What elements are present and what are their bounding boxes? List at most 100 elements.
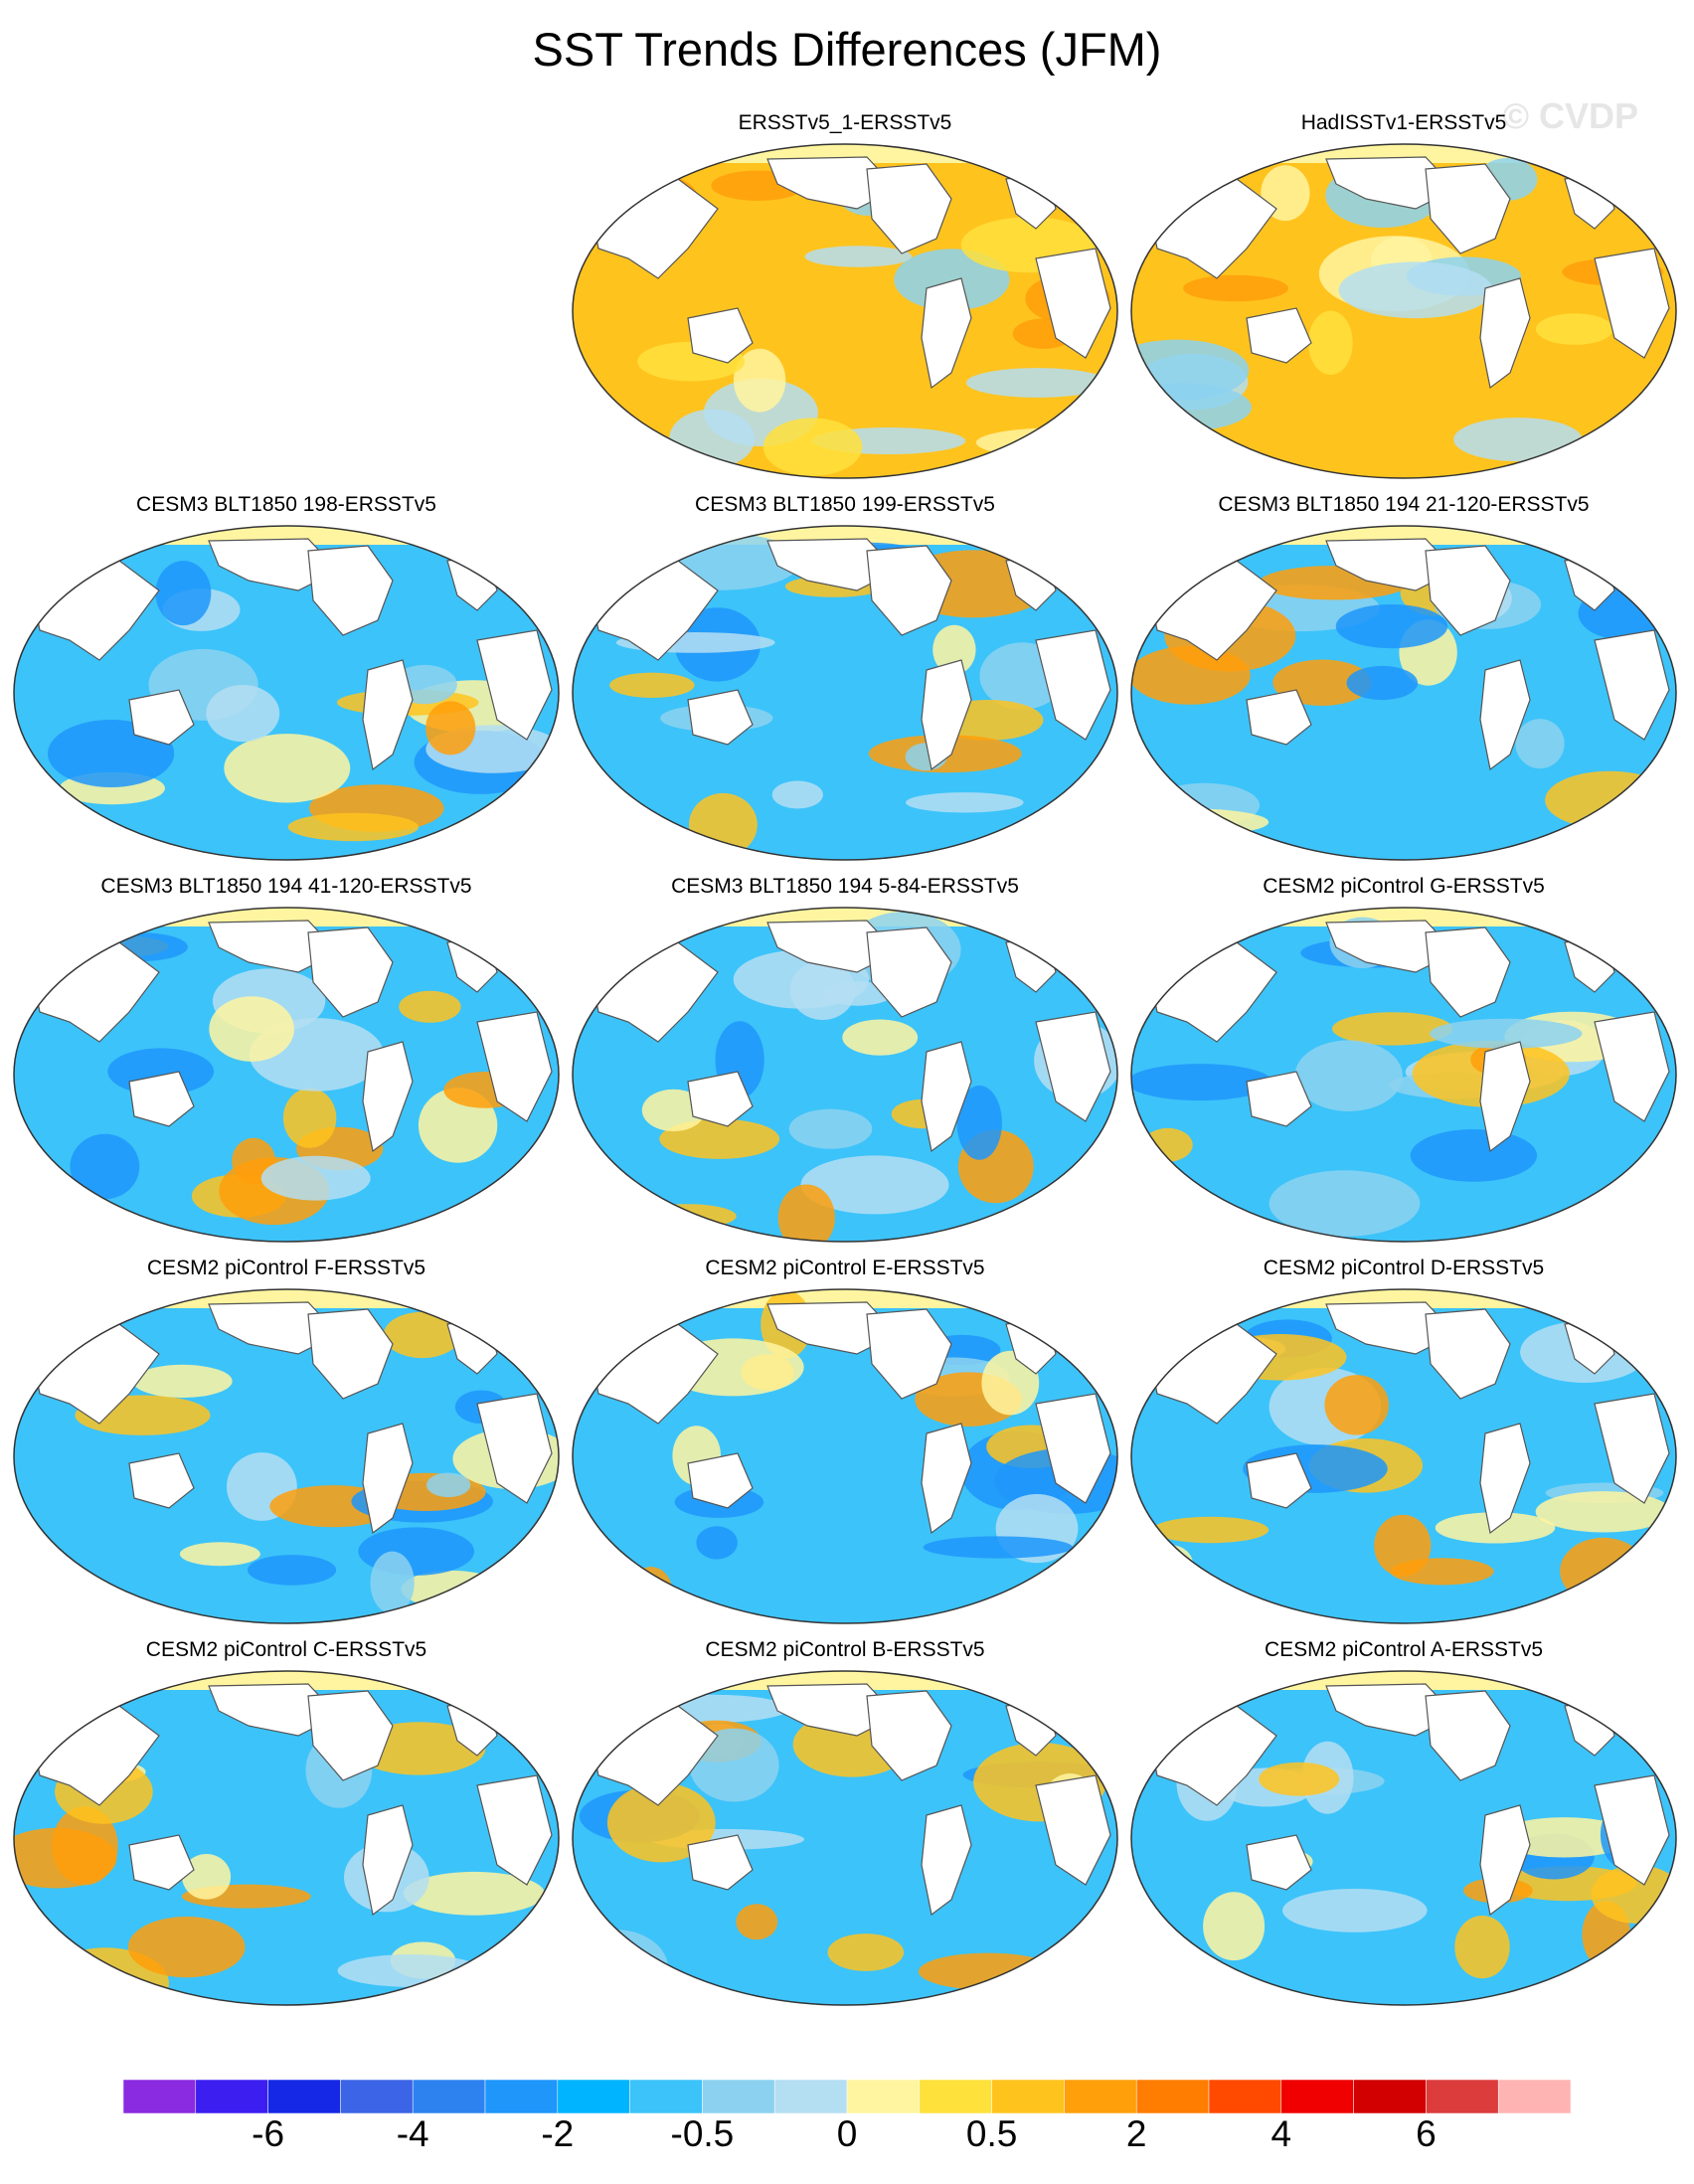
anomaly-blob bbox=[804, 246, 913, 267]
anomaly-blob bbox=[282, 1088, 337, 1148]
colorbar-segment bbox=[557, 2080, 630, 2113]
landmass bbox=[687, 1071, 754, 1127]
landmass bbox=[1479, 1804, 1531, 1917]
landmass bbox=[687, 1452, 754, 1509]
anomaly-blob bbox=[1269, 1170, 1421, 1237]
landmass bbox=[921, 1041, 972, 1153]
colorbar-segment bbox=[195, 2080, 268, 2113]
map-outline bbox=[1130, 1288, 1677, 1624]
watermark: © CVDP bbox=[1502, 95, 1638, 136]
anomaly-blob bbox=[956, 1086, 1002, 1160]
landmass bbox=[307, 1308, 394, 1400]
anomaly-blob bbox=[628, 1567, 673, 1618]
anomaly-blob bbox=[923, 1536, 1073, 1559]
landmass bbox=[766, 538, 898, 591]
world-map bbox=[1130, 907, 1677, 1243]
map-panel: CESM3 BLT1850 194 5-84-ERSSTv5 bbox=[569, 875, 1121, 1251]
landmass bbox=[128, 1834, 195, 1891]
anomaly-blob bbox=[777, 1184, 835, 1242]
map-panel: CESM2 piControl E-ERSSTv5 bbox=[569, 1257, 1121, 1632]
map-outline bbox=[1130, 1670, 1677, 2006]
landmass bbox=[362, 1041, 414, 1153]
landmass bbox=[208, 920, 339, 973]
anomaly-blob bbox=[1294, 1040, 1403, 1111]
colorbar-segment bbox=[846, 2080, 921, 2113]
map-outline bbox=[13, 1288, 560, 1624]
map-panel: CESM3 BLT1850 194 21-120-ERSSTv5 bbox=[1127, 493, 1680, 869]
landmass bbox=[766, 1301, 898, 1355]
world-map bbox=[13, 1288, 560, 1624]
anomaly-blob bbox=[1545, 770, 1674, 830]
colorbar-segment bbox=[340, 2080, 414, 2113]
world-map bbox=[572, 1670, 1118, 2006]
landmass bbox=[1479, 277, 1531, 390]
anomaly-blob bbox=[932, 624, 976, 675]
panel-title: CESM3 BLT1850 199-ERSSTv5 bbox=[695, 493, 995, 516]
landmass bbox=[128, 1452, 195, 1509]
landmass bbox=[1246, 307, 1312, 364]
anomaly-blob bbox=[1148, 1545, 1194, 1586]
landmass bbox=[1479, 1423, 1531, 1535]
anomaly-blob bbox=[132, 1364, 233, 1398]
landmass bbox=[1035, 629, 1111, 741]
map-panel: CESM2 piControl C-ERSSTv5 bbox=[10, 1638, 563, 2014]
landmass bbox=[921, 1804, 972, 1917]
landmass bbox=[1425, 1308, 1511, 1400]
anomaly-blob bbox=[383, 1311, 461, 1359]
world-map bbox=[13, 525, 560, 861]
anomaly-blob bbox=[736, 1904, 778, 1940]
landmass bbox=[1325, 920, 1456, 973]
anomaly-blob bbox=[609, 672, 695, 698]
landmass bbox=[866, 926, 952, 1018]
anomaly-blob bbox=[403, 1871, 545, 1916]
figure-title: SST Trends Differences (JFM) bbox=[532, 23, 1162, 76]
landmass bbox=[476, 1393, 553, 1504]
anomaly-blob bbox=[14, 1827, 117, 1889]
anomaly-blob bbox=[1259, 1762, 1340, 1796]
colorbar-segment bbox=[267, 2080, 341, 2113]
anomaly-blob bbox=[425, 1472, 471, 1498]
landmass bbox=[208, 1683, 339, 1737]
panel-title: CESM2 piControl G-ERSSTv5 bbox=[1263, 875, 1545, 898]
panel-title: CESM3 BLT1850 194 41-120-ERSSTv5 bbox=[100, 875, 472, 898]
panel-title: HadISSTv1-ERSSTv5 bbox=[1300, 111, 1507, 134]
anomaly-blob bbox=[1453, 418, 1583, 462]
world-map bbox=[572, 525, 1118, 861]
landmass bbox=[1325, 538, 1456, 591]
anomaly-blob bbox=[370, 1551, 415, 1614]
landmass bbox=[476, 1774, 553, 1886]
anomaly-blob bbox=[689, 792, 758, 857]
anomaly-blob bbox=[1183, 274, 1288, 302]
colorbar-tick-label: 2 bbox=[1125, 2113, 1147, 2154]
landmass bbox=[128, 689, 195, 746]
landmass bbox=[687, 307, 754, 364]
map-panel: CESM2 piControl B-ERSSTv5 bbox=[569, 1638, 1121, 2014]
landmass bbox=[1325, 156, 1456, 210]
anomaly-blob bbox=[1308, 310, 1353, 376]
landmass bbox=[208, 1301, 339, 1355]
colorbar-tick-label: -4 bbox=[396, 2113, 429, 2154]
landmass bbox=[1425, 545, 1511, 636]
landmass bbox=[921, 659, 972, 771]
map-outline bbox=[13, 1670, 560, 2006]
colorbar-tick-label: -2 bbox=[541, 2113, 575, 2154]
landmass bbox=[766, 920, 898, 973]
anomaly-blob bbox=[1282, 1889, 1428, 1932]
world-map bbox=[1130, 525, 1677, 861]
map-outline bbox=[572, 907, 1118, 1243]
panel-title: CESM2 piControl C-ERSSTv5 bbox=[145, 1638, 427, 1661]
anomaly-blob bbox=[788, 1108, 873, 1149]
landmass bbox=[1594, 1393, 1670, 1504]
colorbar-tick-label: -6 bbox=[252, 2113, 285, 2154]
anomaly-blob bbox=[1454, 1916, 1510, 1979]
anomaly-blob bbox=[800, 1155, 949, 1215]
world-map bbox=[572, 907, 1118, 1243]
map-outline bbox=[572, 1670, 1118, 2006]
landmass bbox=[687, 689, 754, 746]
colorbar-segment bbox=[773, 2080, 848, 2113]
landmass bbox=[921, 1423, 972, 1535]
map-panel: CESM2 piControl D-ERSSTv5 bbox=[1127, 1257, 1680, 1632]
map-panel: CESM3 BLT1850 198-ERSSTv5 bbox=[10, 493, 563, 869]
map-outline bbox=[572, 1288, 1118, 1624]
map-panel: CESM2 piControl A-ERSSTv5 bbox=[1127, 1638, 1680, 2014]
